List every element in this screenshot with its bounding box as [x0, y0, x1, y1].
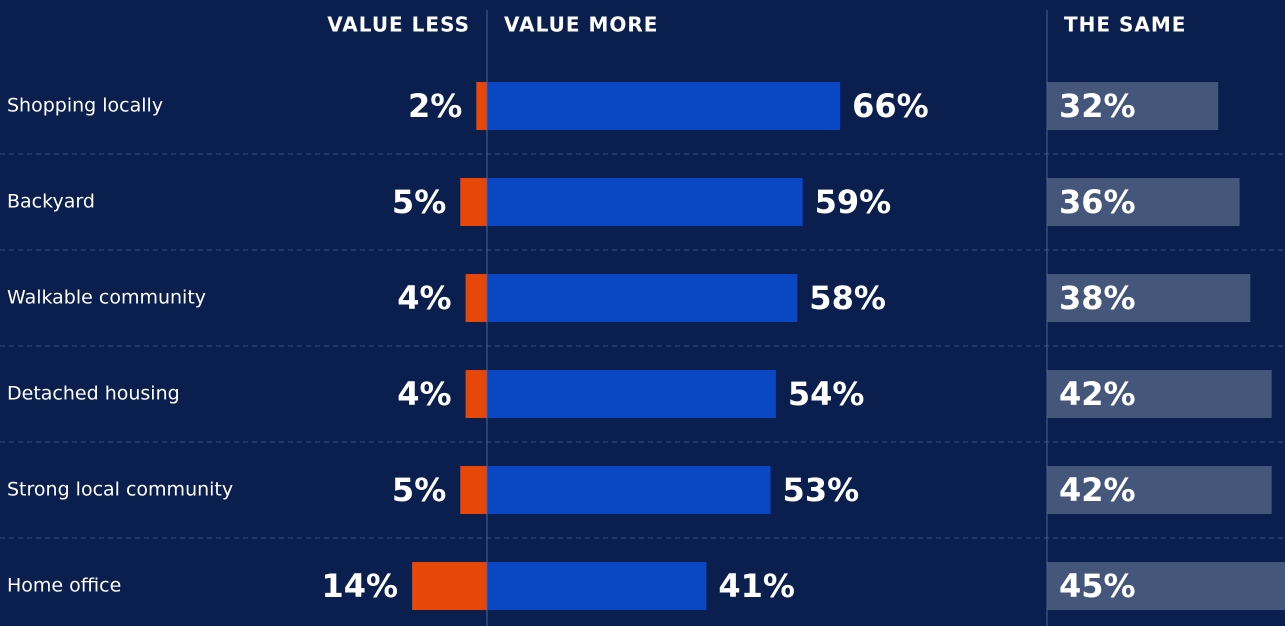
value-label: 38%: [1059, 279, 1136, 317]
series-header: VALUE LESS: [327, 13, 470, 37]
bar: [460, 178, 487, 226]
bar: [487, 178, 803, 226]
value-label: 32%: [1059, 87, 1136, 125]
value-label: 66%: [852, 87, 929, 125]
bar: [476, 82, 487, 130]
bar: [1047, 562, 1285, 610]
value-label: 54%: [788, 375, 865, 413]
category-label: Backyard: [7, 191, 95, 213]
value-label: 42%: [1059, 471, 1136, 509]
value-label: 41%: [718, 567, 795, 605]
value-label: 58%: [809, 279, 886, 317]
series-header: THE SAME: [1064, 13, 1186, 37]
bar: [487, 562, 707, 610]
value-label: 45%: [1059, 567, 1136, 605]
bar: [487, 274, 798, 322]
value-label: 42%: [1059, 375, 1136, 413]
bar: [1047, 370, 1272, 418]
value-label: 5%: [392, 183, 446, 221]
value-label: 4%: [397, 375, 451, 413]
bar: [1047, 274, 1251, 322]
value-label: 5%: [392, 471, 446, 509]
bar: [1047, 466, 1272, 514]
value-label: 14%: [322, 567, 399, 605]
bar: [1047, 82, 1219, 130]
value-label: 36%: [1059, 183, 1136, 221]
bar: [487, 466, 771, 514]
category-label: Strong local community: [7, 479, 233, 501]
value-label: 59%: [815, 183, 892, 221]
bar: [412, 562, 487, 610]
value-label: 4%: [397, 279, 451, 317]
bar: [465, 370, 487, 418]
category-label: Detached housing: [7, 383, 180, 405]
category-label: Shopping locally: [7, 95, 163, 117]
bar: [465, 274, 487, 322]
category-label: Home office: [7, 575, 121, 597]
bar: [487, 82, 841, 130]
value-label: 2%: [408, 87, 462, 125]
bar: [1047, 178, 1240, 226]
category-label: Walkable community: [7, 287, 206, 309]
value-label: 53%: [783, 471, 860, 509]
series-header: VALUE MORE: [504, 13, 658, 37]
bar: [487, 370, 776, 418]
bar: [460, 466, 487, 514]
